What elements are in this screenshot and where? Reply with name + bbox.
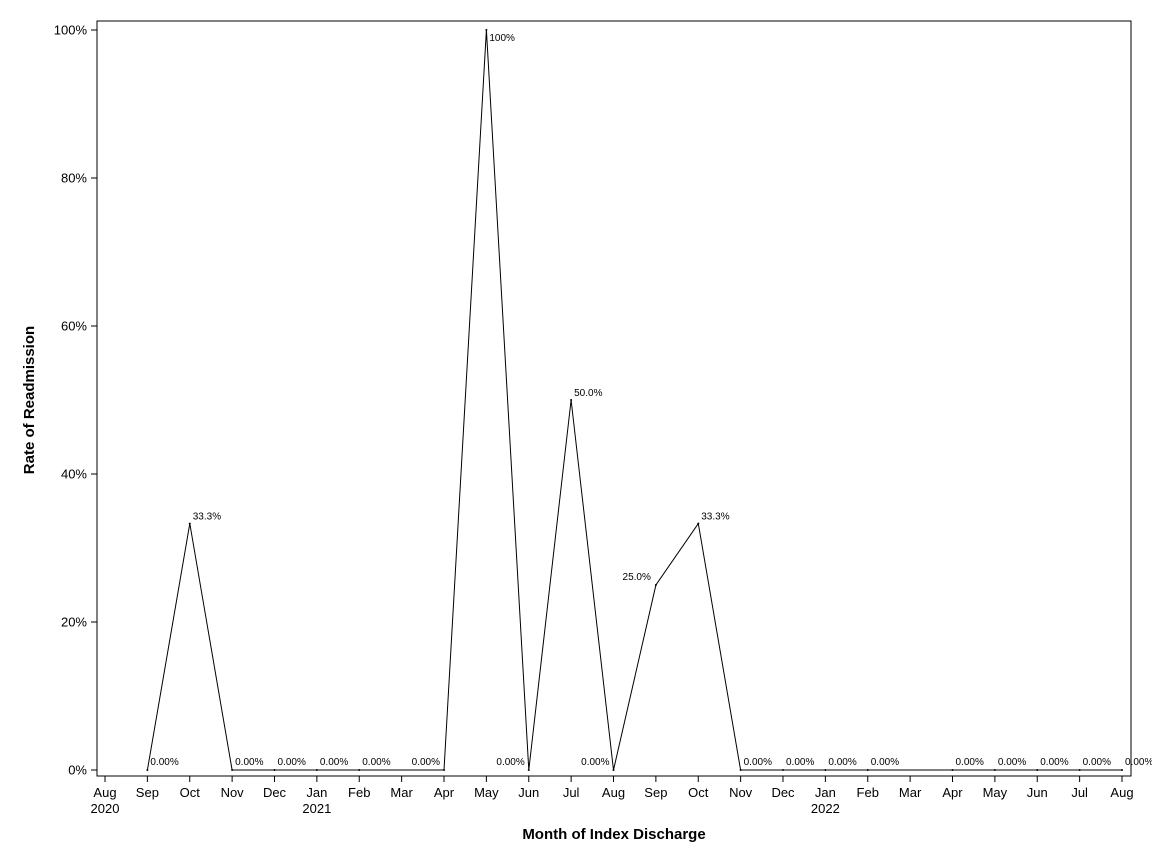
x-tick-label: Nov [729,785,753,800]
x-tick-label: Nov [221,785,245,800]
y-tick-label: 60% [61,319,87,334]
x-tick-label: Aug [602,785,625,800]
x-tick-label: Aug [93,785,116,800]
data-point [654,584,657,586]
data-point [188,522,191,525]
data-point [273,769,276,771]
data-point [782,769,784,771]
data-label: 0.00% [362,757,390,768]
data-point [1036,769,1039,771]
data-label: 0.00% [1083,757,1111,768]
x-tick-label: Dec [263,785,287,800]
x-tick-label: Apr [942,785,963,800]
data-label: 50.0% [574,388,602,399]
x-tick-label: Oct [180,785,201,800]
data-point [527,769,530,771]
y-tick-label: 80% [61,171,87,186]
y-axis-title: Rate of Readmission [21,326,38,474]
x-tick-label: Aug [1110,785,1133,800]
data-label: 0.00% [150,757,178,768]
data-point [866,769,869,771]
data-point [1121,769,1123,771]
data-label: 0.00% [956,757,984,768]
data-label: 0.00% [828,757,856,768]
x-tick-label: Mar [899,785,922,800]
data-point [315,769,318,771]
x-tick-label: Jun [1027,785,1048,800]
data-point [951,769,954,771]
data-point [443,769,445,771]
x-tick-label: Jan [815,785,836,800]
x-tick-label: Jan [306,785,327,800]
data-point [739,769,742,771]
series-layer [146,29,1123,771]
x-tick-label: Feb [857,785,879,800]
data-label: 0.00% [871,757,899,768]
data-point [697,522,700,525]
data-label: 100% [489,33,515,44]
data-point [824,769,827,771]
x-tick-year-label: 2021 [302,801,331,816]
y-tick-label: 20% [61,615,87,630]
data-label: 0.00% [496,757,524,768]
data-label: 33.3% [701,512,729,523]
data-label-layer: 0.00% 33.3% 0.00% 0.00% 0.00% 0.00% 0.00% 100% 0… [150,33,1152,768]
readmission-rate-line [146,29,1122,771]
data-label: 33.3% [193,512,221,523]
data-label: 0.00% [235,757,263,768]
data-point [1078,769,1081,771]
x-axis-title: Month of Index Discharge [522,826,705,843]
plot-frame [96,20,1132,777]
y-axis: 0% 20% 40% 60% 80% 100% [54,23,97,778]
x-tick-label: Oct [688,785,709,800]
data-point [993,769,996,771]
x-tick-label: Apr [434,785,455,800]
x-tick-label: May [983,785,1008,800]
x-tick-label: May [474,785,499,800]
data-label: 0.00% [1125,757,1152,768]
y-tick-label: 40% [61,467,87,482]
x-tick-label: Feb [348,785,370,800]
data-point [146,769,149,771]
data-label: 25.0% [623,572,651,583]
y-tick-label: 0% [68,763,87,778]
x-tick-label: Sep [644,785,667,800]
data-label: 0.00% [1040,757,1068,768]
data-point [358,769,361,771]
x-tick-label: Jul [1071,785,1088,800]
x-tick-label: Mar [390,785,413,800]
x-tick-label: Dec [771,785,795,800]
data-label: 0.00% [278,757,306,768]
x-tick-year-label: 2020 [91,801,120,816]
data-point [231,769,234,771]
x-tick-year-label: 2022 [811,801,840,816]
x-tick-label: Jun [518,785,539,800]
data-label: 0.00% [412,757,440,768]
data-label: 0.00% [744,757,772,768]
data-label: 0.00% [998,757,1026,768]
data-point [570,399,573,401]
y-tick-label: 100% [54,23,88,38]
data-point [485,29,488,31]
data-point [612,769,615,771]
data-label: 0.00% [786,757,814,768]
data-label: 0.00% [581,757,609,768]
x-tick-label: Jul [563,785,580,800]
data-label: 0.00% [320,757,348,768]
x-tick-label: Sep [136,785,159,800]
